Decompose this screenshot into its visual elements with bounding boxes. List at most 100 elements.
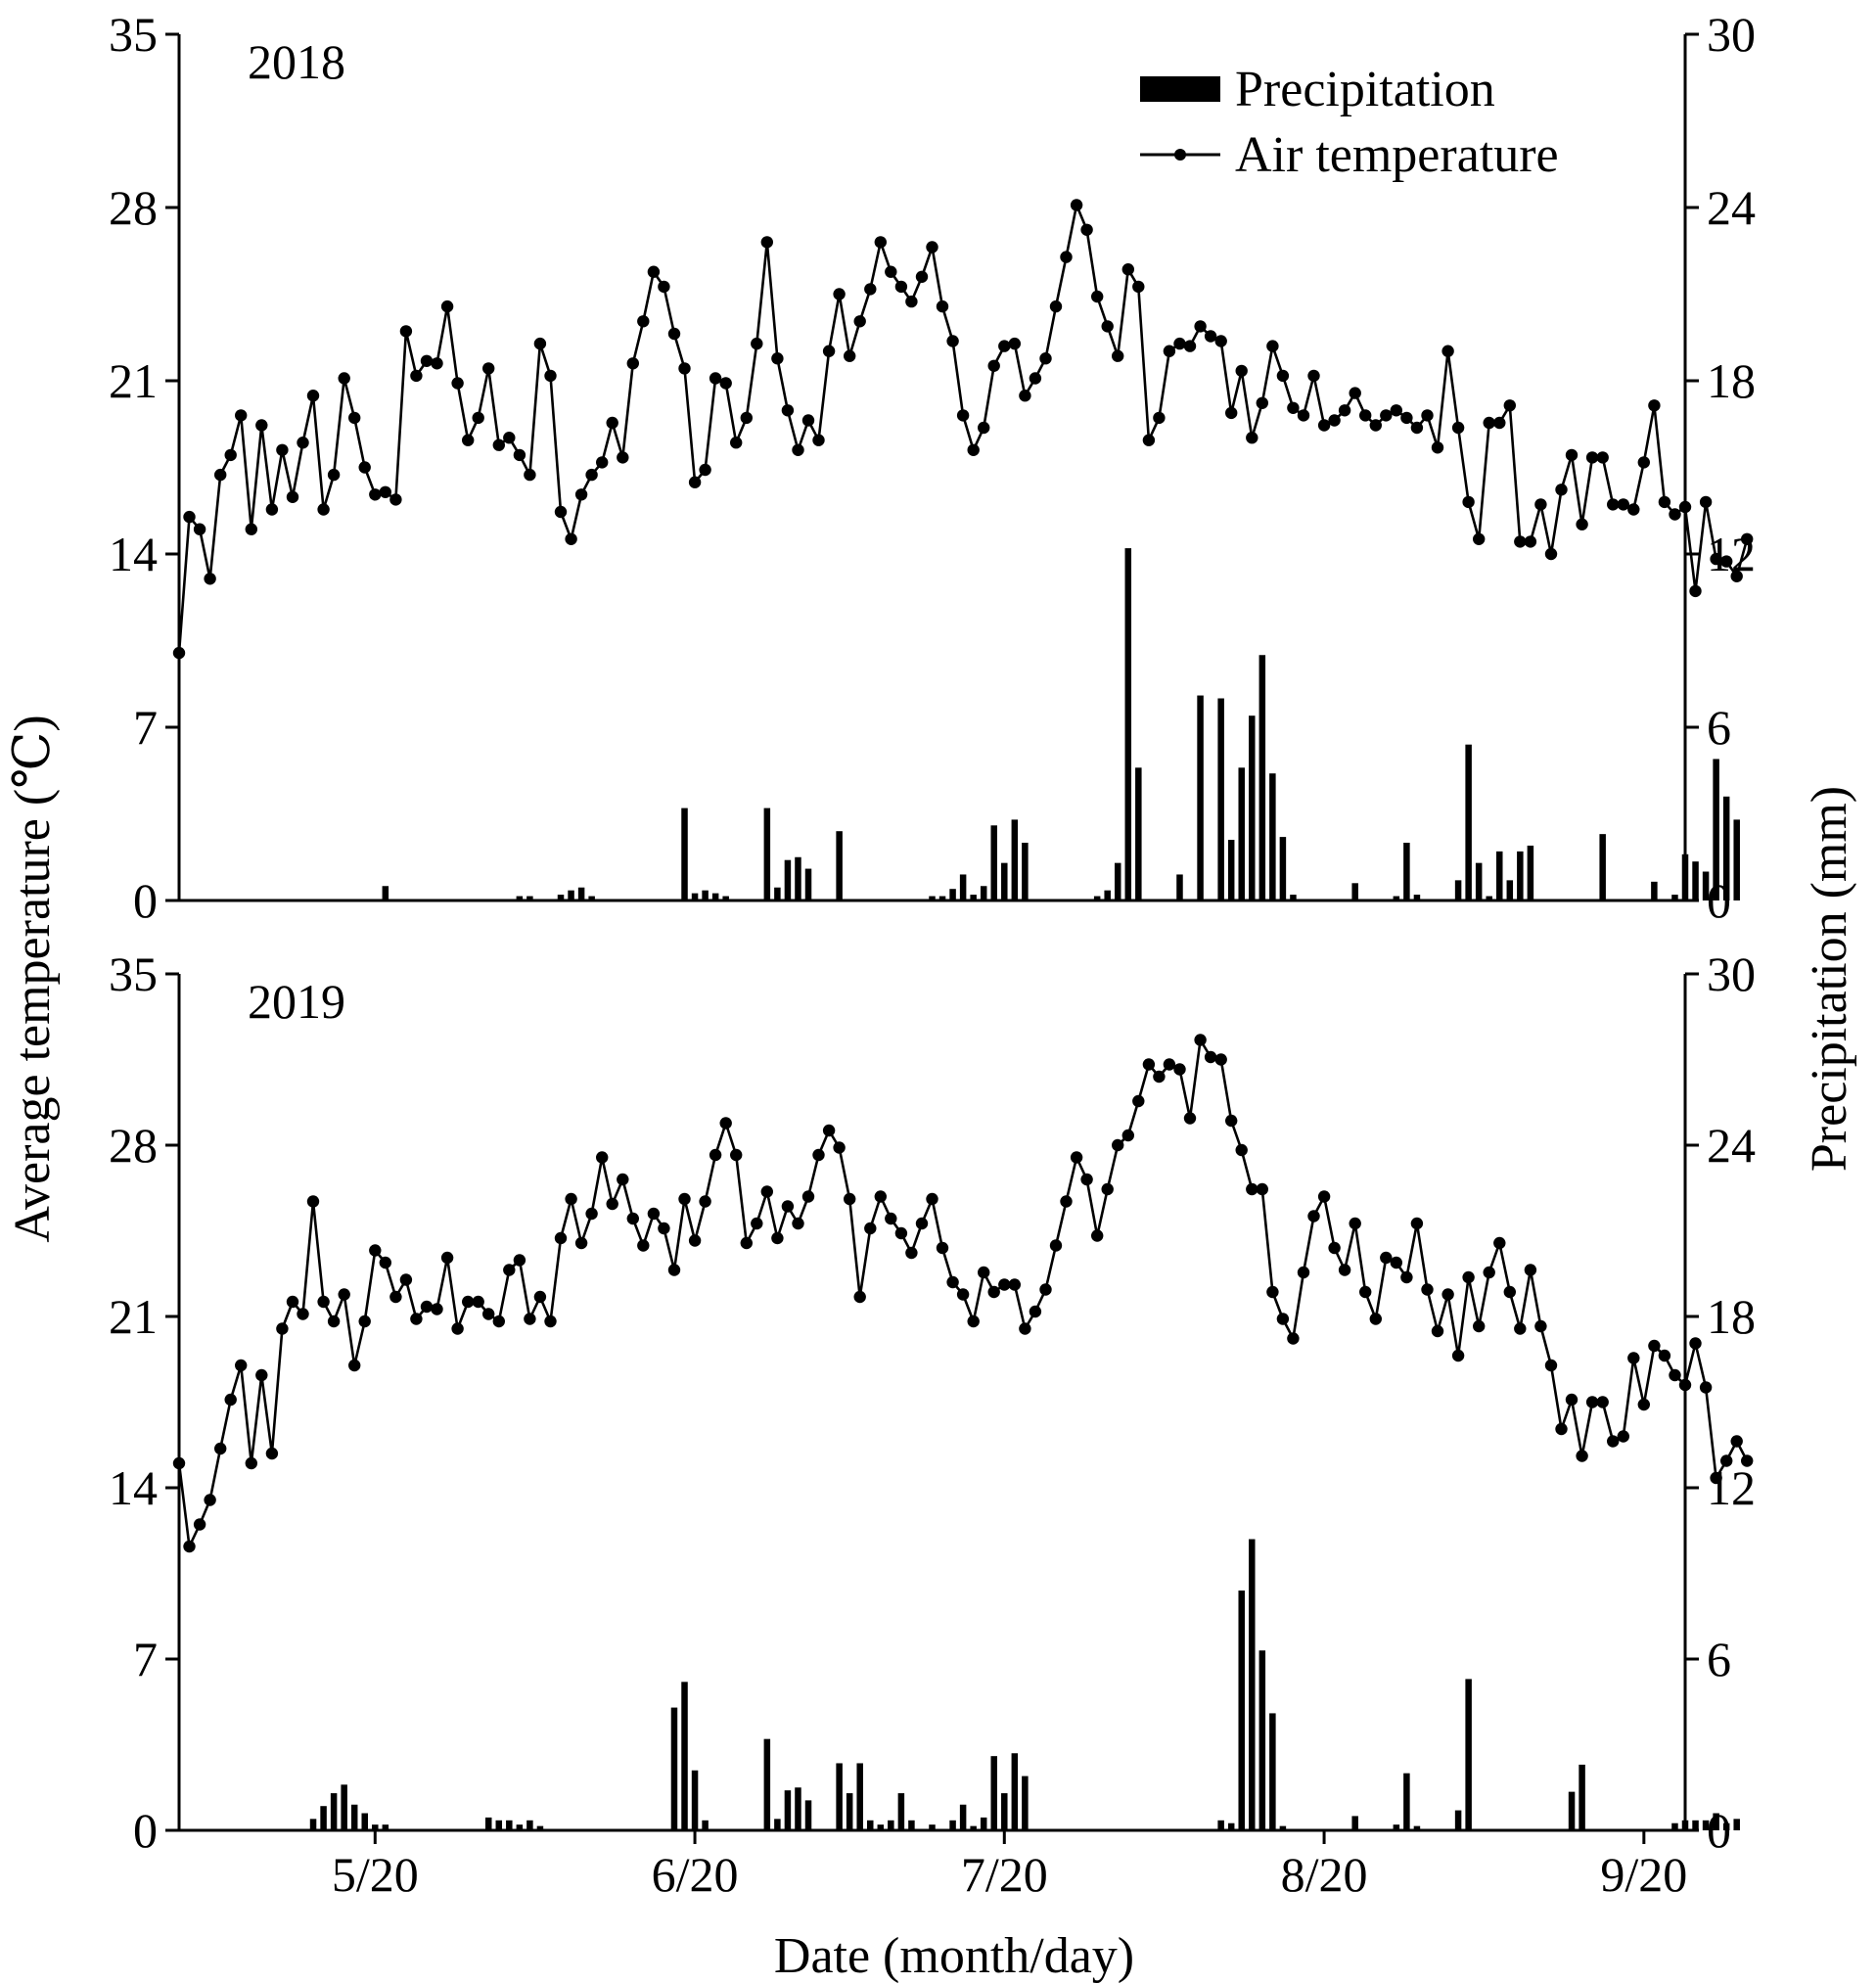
temperature-point [637, 1239, 650, 1252]
temperature-point [874, 236, 887, 249]
temperature-point [1297, 1266, 1310, 1279]
temperature-point [1121, 1129, 1135, 1142]
temperature-point [1349, 387, 1361, 399]
temperature-point [554, 1231, 568, 1245]
temperature-point [1246, 1182, 1258, 1196]
temperature-point [410, 369, 423, 383]
temperature-point [1503, 399, 1517, 412]
temperature-point [647, 1207, 661, 1221]
temperature-point [533, 337, 547, 350]
precipitation-bar [897, 1793, 905, 1830]
temperature-point [771, 352, 784, 365]
temperature-point [462, 434, 475, 446]
temperature-point [1648, 1339, 1661, 1353]
temperature-point [1008, 1278, 1022, 1291]
temperature-point [678, 1192, 691, 1206]
y-right-tick-label: 30 [1707, 7, 1756, 62]
x-tick-label: 5/20 [332, 1847, 419, 1902]
temperature-point [874, 1190, 887, 1203]
precipitation-bar [1465, 744, 1472, 900]
y-left-tick-label: 21 [109, 353, 158, 408]
temperature-point [369, 1244, 382, 1257]
y-left-tick-label: 14 [109, 1460, 158, 1515]
temperature-point [617, 1173, 629, 1186]
temperature-point [1710, 1471, 1722, 1485]
temperature-point [1627, 503, 1640, 516]
temperature-point [967, 1315, 980, 1328]
temperature-point [812, 434, 825, 446]
temperature-point [544, 1315, 557, 1328]
precipitation-bar [795, 1787, 801, 1830]
temperature-point [1132, 1094, 1145, 1108]
temperature-point [719, 377, 732, 390]
temperature-point [585, 468, 598, 482]
temperature-point [1410, 421, 1424, 435]
temperature-point [956, 1288, 970, 1301]
temperature-point [596, 1151, 609, 1164]
precipitation-bar [1279, 837, 1287, 900]
precipitation-bar [763, 807, 771, 900]
temperature-point [1390, 1256, 1403, 1269]
temperature-point [451, 377, 464, 390]
temperature-point [658, 1222, 670, 1235]
precipitation-bar [990, 825, 997, 900]
temperature-point [1473, 532, 1486, 545]
temperature-point [1112, 1138, 1124, 1152]
temperature-point [822, 1124, 836, 1137]
precipitation-bar [1527, 845, 1534, 900]
y-left-tick-label: 21 [109, 1289, 158, 1344]
temperature-line [177, 204, 1749, 654]
precipitation-bar [1403, 843, 1410, 900]
temperature-point [1514, 1322, 1527, 1335]
precipitation-bar [526, 896, 533, 900]
temperature-point [1462, 1270, 1475, 1284]
temperature-point [389, 493, 402, 506]
temperature-point [647, 265, 661, 278]
precipitation-bar [804, 1800, 812, 1830]
temperature-point [719, 1117, 732, 1130]
precipitation-bar [320, 1806, 327, 1830]
temperature-point [565, 1192, 577, 1206]
temperature-point [1266, 1285, 1279, 1299]
temperature-point [245, 523, 257, 535]
temperature-point [265, 1447, 279, 1460]
temperature-point [678, 362, 691, 375]
temperature-point [440, 300, 454, 313]
temperature-point [358, 1315, 371, 1328]
temperature-point [1204, 330, 1217, 343]
precipitation-bar [1692, 861, 1699, 900]
temperature-point [1576, 1450, 1588, 1462]
temperature-point [1307, 1210, 1320, 1223]
temperature-point [306, 390, 320, 402]
precipitation-bar [1692, 1820, 1699, 1830]
precipitation-bar [1713, 1813, 1719, 1830]
temperature-point [946, 1275, 959, 1289]
temperature-point [1473, 1319, 1486, 1333]
x-axis-title: Date (month/day) [774, 1928, 1134, 1984]
temperature-point [1524, 1264, 1537, 1276]
temperature-point [1544, 547, 1558, 561]
temperature-point [1483, 1266, 1495, 1279]
temperature-point [172, 646, 186, 660]
temperature-point [926, 241, 938, 254]
precipitation-bar [1671, 1823, 1678, 1830]
temperature-point [1183, 340, 1197, 352]
precipitation-bar [856, 1763, 863, 1830]
temperature-point [286, 490, 299, 503]
temperature-point [1637, 456, 1651, 469]
precipitation-bar [1001, 862, 1008, 900]
temperature-point [1451, 421, 1465, 435]
precipitation-bar [506, 1820, 513, 1830]
precipitation-bar [1124, 548, 1132, 900]
precipitation-bar [938, 896, 946, 900]
temperature-point [451, 1322, 464, 1335]
temperature-point [1276, 1313, 1290, 1325]
temperature-point [524, 1313, 536, 1325]
precipitation-bar [588, 896, 595, 900]
temperature-point [915, 1217, 929, 1230]
precipitation-bar [980, 1817, 987, 1830]
y-left-tick-label: 14 [109, 527, 158, 581]
precipitation-bar [888, 1820, 894, 1830]
temperature-point [193, 1518, 206, 1531]
temperature-point [1235, 364, 1248, 378]
